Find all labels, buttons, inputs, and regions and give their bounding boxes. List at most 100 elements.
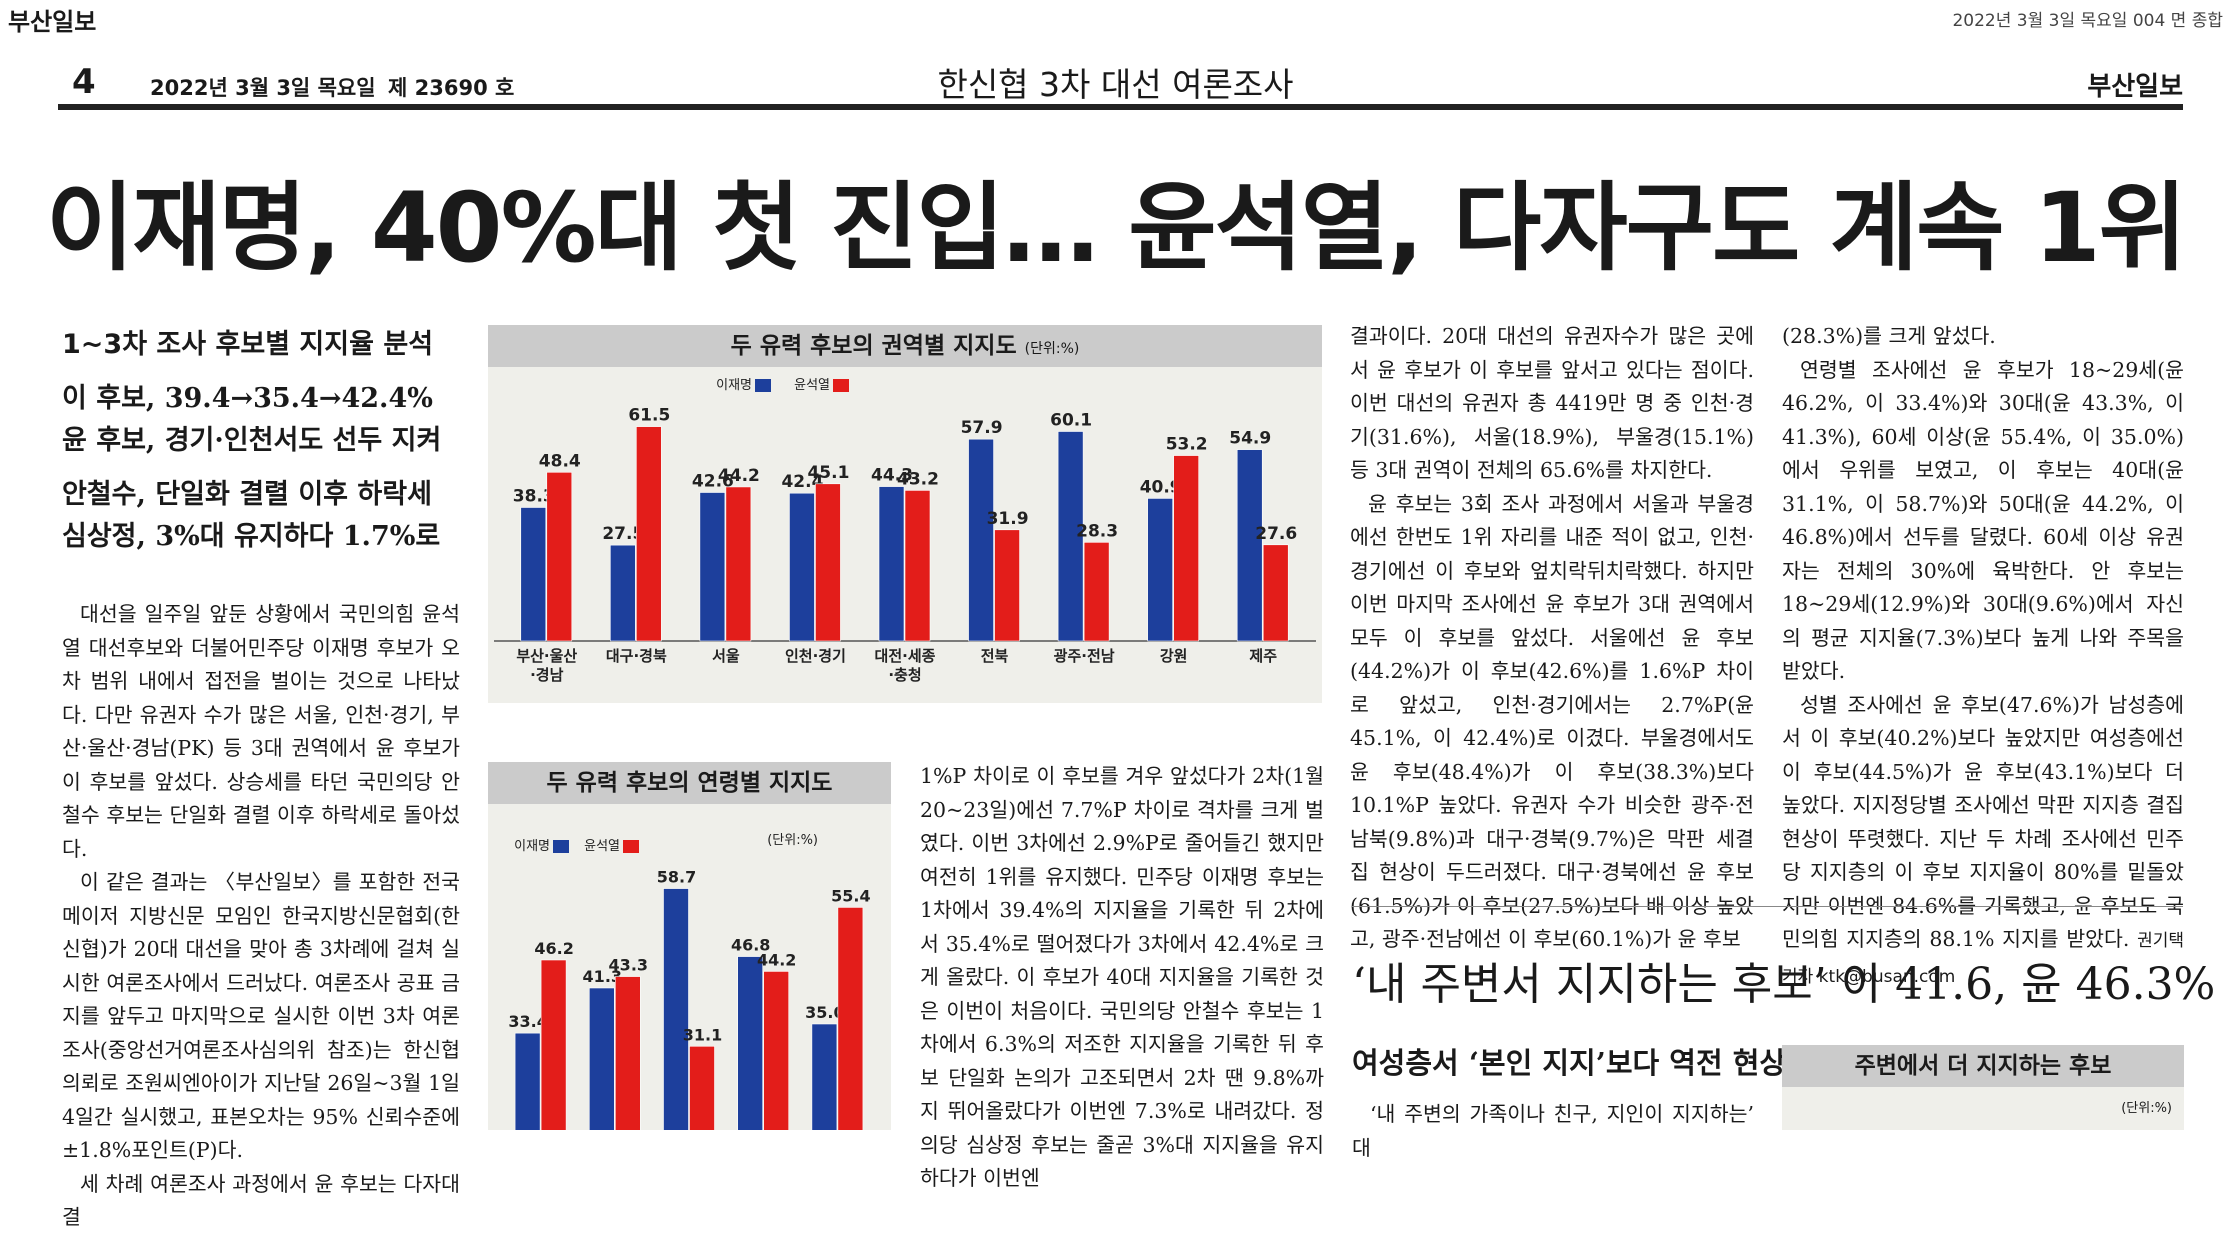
article-paragraph: 결과이다. 20대 대선의 유권자수가 많은 곳에서 윤 후보가 이 후보를 앞… — [1350, 324, 1754, 482]
data-label: 27.6 — [1255, 524, 1297, 544]
article-paragraph: 이 같은 결과는 〈부산일보〉를 포함한 전국 메이저 지방신문 모임인 한국지… — [62, 870, 460, 1162]
data-label: 53.2 — [1166, 435, 1208, 455]
bar-yoon — [837, 907, 864, 1130]
bar-lee — [1147, 498, 1173, 642]
bar-lee — [514, 1032, 541, 1130]
section-title: 한신협 3차 대선 여론조사 — [937, 65, 1294, 104]
age-support-chart: 두 유력 후보의 연령별 지지도 이재명 윤석열 33.4 46.2 41.3 43.3 5… — [488, 762, 891, 1130]
chart-title: 주변에서 더 지지하는 후보 — [1782, 1045, 2184, 1087]
subhead-yoon: 윤 후보, 경기·인천서도 선두 지켜 — [62, 425, 442, 456]
chart-legend: 이재명 윤석열 — [716, 378, 849, 393]
header-date: 2022년 3월 3일 목요일 — [150, 76, 376, 100]
secondary-subhead: 여성층서 ‘본인 지지’보다 역전 현상 — [1352, 1046, 1787, 1080]
bar-yoon — [540, 959, 567, 1130]
secondary-headline: ‘내 주변서 지지하는 후보’ 이 41.6, 윤 46.3% — [1352, 959, 2216, 1010]
bar-lee — [589, 987, 615, 1130]
chart-unit: (단위:%) — [2121, 1101, 2172, 1116]
category-label: 대구·경북 — [606, 647, 667, 665]
data-label: 45.1 — [807, 463, 849, 483]
article-paragraph: 성별 조사에선 윤 후보(47.6%)가 남성층에서 이 후보(40.2%)보다… — [1782, 692, 2184, 987]
legend-label: 윤석열 — [794, 378, 830, 393]
category-label: 강원 — [1160, 647, 1188, 665]
data-label: 31.9 — [987, 509, 1029, 529]
bar-yoon — [1083, 542, 1110, 642]
bar-yoon — [994, 529, 1020, 642]
section-divider — [1352, 906, 2183, 907]
data-label: 57.9 — [961, 418, 1003, 438]
legend-label: 윤석열 — [584, 839, 620, 854]
subhead-lee: 이 후보, 39.4→35.4→42.4% — [62, 383, 433, 414]
category-label: 부산·울산 ·경남 — [516, 647, 577, 684]
age-bar-plot: 이재명 윤석열 33.4 46.2 41.343.3 58.7 31.1 46.844.2 35… — [508, 833, 871, 1130]
data-label: 55.4 — [831, 886, 870, 905]
data-label: 42.4 — [781, 472, 823, 492]
article-column-2: 1%P 차이로 이 후보를 겨우 앞섰다가 2차(1월 20~23일)에선 7.… — [920, 760, 1324, 1196]
headline: 이재명, 40%대 첫 진입… 윤석열, 다자구도 계속 1위 — [46, 172, 2187, 284]
data-label: 48.4 — [539, 451, 581, 471]
byline: 권기택 기자 ktk@busan.com — [1782, 931, 2184, 987]
bar-lee — [811, 1023, 838, 1130]
category-label: 서울 — [712, 647, 740, 665]
bar-yoon — [1173, 455, 1199, 642]
data-label: 38.3 — [513, 486, 555, 506]
data-label: 46.2 — [534, 939, 573, 958]
article-paragraph: 세 차례 여론조사 과정에서 윤 후보는 다자대결 — [62, 1171, 460, 1230]
data-label: 43.2 — [897, 469, 939, 489]
category-label: 인천·경기 — [785, 647, 846, 665]
bar-yoon — [615, 976, 641, 1130]
header-brand: 부산일보 — [2087, 72, 2183, 102]
subhead-ahn: 안철수, 단일화 결렬 이후 하락세 — [62, 479, 432, 510]
masthead-date: 2022년 3월 3일 목요일 004 면 종합 — [1952, 11, 2223, 31]
legend-swatch — [553, 840, 569, 853]
bar-lee — [737, 956, 763, 1130]
bar-lee — [1236, 449, 1263, 642]
legend-label: 이재명 — [514, 839, 550, 854]
legend-swatch — [623, 840, 639, 853]
bar-yoon — [904, 490, 931, 642]
subhead-analysis: 1~3차 조사 후보별 지지율 분석 — [62, 329, 434, 360]
data-label: 54.9 — [1229, 429, 1271, 449]
bar-yoon — [815, 483, 841, 642]
data-label: 43.3 — [609, 956, 648, 975]
chart-legend: 이재명 윤석열 — [514, 839, 639, 854]
data-label: 41.3 — [583, 967, 622, 986]
surrounding-support-chart: 주변에서 더 지지하는 후보 (단위:%) — [1782, 1045, 2184, 1130]
bar-lee — [1057, 431, 1084, 642]
bar-yoon — [763, 971, 790, 1130]
bar-lee — [520, 507, 547, 642]
regional-support-chart: 두 유력 후보의 권역별 지지도 (단위:%) 이재명 윤석열 38.3 48.4 부산… — [488, 325, 1322, 703]
data-label: 40.9 — [1140, 477, 1182, 497]
data-label: 27.5 — [602, 524, 644, 544]
data-label: 42.6 — [692, 472, 734, 492]
bar-lee — [663, 888, 689, 1130]
data-label: 60.1 — [1050, 411, 1092, 431]
category-label: 전북 — [981, 647, 1009, 665]
category-label: 제주 — [1249, 647, 1277, 665]
bar-yoon — [689, 1045, 715, 1130]
article-paragraph: 연령별 조사에선 윤 후보가 18~29세(윤 46.2%, 이 33.4%)와… — [1782, 357, 2184, 684]
article-column-3: 결과이다. 20대 대선의 유권자수가 많은 곳에서 윤 후보가 이 후보를 앞… — [1350, 320, 1754, 957]
header-rule — [58, 104, 2183, 110]
data-label: 35.0 — [805, 1003, 844, 1022]
data-label: 44.3 — [871, 466, 913, 486]
masthead-brand: 부산일보 — [8, 8, 97, 36]
article-column-4: (28.3%)를 크게 앞섰다. 연령별 조사에선 윤 후보가 18~29세(윤… — [1782, 320, 2184, 994]
article-paragraph: 1%P 차이로 이 후보를 겨우 앞섰다가 2차(1월 20~23일)에선 7.… — [920, 764, 1324, 1190]
data-label: 58.7 — [657, 868, 696, 887]
bar-yoon — [546, 471, 573, 642]
subhead-sim: 심상정, 3%대 유지하다 1.7%로 — [62, 521, 441, 552]
article-paragraph: 대선을 일주일 앞둔 상황에서 국민의힘 윤석열 대선후보와 더불어민주당 이재… — [62, 602, 460, 861]
legend-label: 이재명 — [716, 378, 752, 393]
page-number: 4 — [72, 62, 96, 102]
bar-lee — [968, 438, 994, 642]
article-paragraph: (28.3%)를 크게 앞섰다. — [1782, 324, 1996, 348]
category-label: 대전·세종 ·충청 — [875, 647, 936, 684]
category-label: 광주·전남 — [1054, 647, 1115, 665]
data-label: 44.2 — [757, 950, 796, 969]
legend-swatch — [755, 379, 771, 392]
data-label: 44.2 — [718, 466, 760, 486]
article-column-1: 대선을 일주일 앞둔 상황에서 국민의힘 윤석열 대선후보와 더불어민주당 이재… — [62, 598, 460, 1235]
data-label: 61.5 — [628, 406, 670, 426]
data-label: 28.3 — [1076, 521, 1118, 541]
